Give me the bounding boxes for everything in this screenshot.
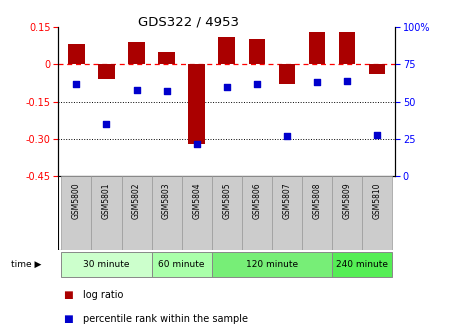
Text: ■: ■: [63, 314, 73, 324]
Bar: [62, 252, 152, 278]
Bar: [279, 64, 295, 84]
Bar: [152, 176, 182, 250]
Bar: [212, 252, 332, 278]
Point: [103, 121, 110, 127]
Bar: [332, 252, 392, 278]
Text: log ratio: log ratio: [83, 290, 123, 300]
Text: time ▶: time ▶: [11, 260, 42, 269]
Point: [343, 78, 351, 83]
Text: GSM5809: GSM5809: [343, 182, 352, 219]
Bar: [182, 176, 212, 250]
Text: 240 minute: 240 minute: [336, 259, 388, 268]
Text: 120 minute: 120 minute: [246, 259, 298, 268]
Text: percentile rank within the sample: percentile rank within the sample: [83, 314, 248, 324]
Bar: [158, 52, 175, 64]
Bar: [98, 64, 115, 79]
Bar: [302, 176, 332, 250]
Text: GSM5802: GSM5802: [132, 182, 141, 219]
Bar: [152, 252, 212, 278]
Bar: [122, 176, 152, 250]
Bar: [189, 64, 205, 144]
Bar: [362, 176, 392, 250]
Bar: [92, 176, 122, 250]
Point: [193, 141, 200, 146]
Text: GSM5805: GSM5805: [222, 182, 231, 219]
Text: GSM5806: GSM5806: [252, 182, 261, 219]
Text: GDS322 / 4953: GDS322 / 4953: [138, 15, 239, 28]
Text: ■: ■: [63, 290, 73, 300]
Text: 60 minute: 60 minute: [158, 259, 205, 268]
Bar: [62, 176, 92, 250]
Point: [223, 84, 230, 89]
Text: GSM5801: GSM5801: [102, 182, 111, 219]
Text: GSM5804: GSM5804: [192, 182, 201, 219]
Bar: [68, 44, 85, 64]
Bar: [339, 32, 355, 64]
Point: [133, 87, 140, 92]
Point: [374, 132, 381, 137]
Text: GSM5808: GSM5808: [313, 182, 321, 219]
Bar: [212, 176, 242, 250]
Point: [253, 81, 260, 86]
Bar: [128, 42, 145, 64]
Text: 30 minute: 30 minute: [83, 259, 130, 268]
Bar: [332, 176, 362, 250]
Bar: [249, 39, 265, 64]
Bar: [219, 37, 235, 64]
Text: GSM5810: GSM5810: [373, 182, 382, 219]
Text: GSM5800: GSM5800: [72, 182, 81, 219]
Bar: [369, 64, 385, 74]
Point: [283, 133, 291, 139]
Bar: [308, 32, 325, 64]
Text: GSM5807: GSM5807: [282, 182, 291, 219]
Point: [163, 88, 170, 94]
Bar: [242, 176, 272, 250]
Bar: [272, 176, 302, 250]
Text: GSM5803: GSM5803: [162, 182, 171, 219]
Point: [73, 81, 80, 86]
Point: [313, 80, 321, 85]
